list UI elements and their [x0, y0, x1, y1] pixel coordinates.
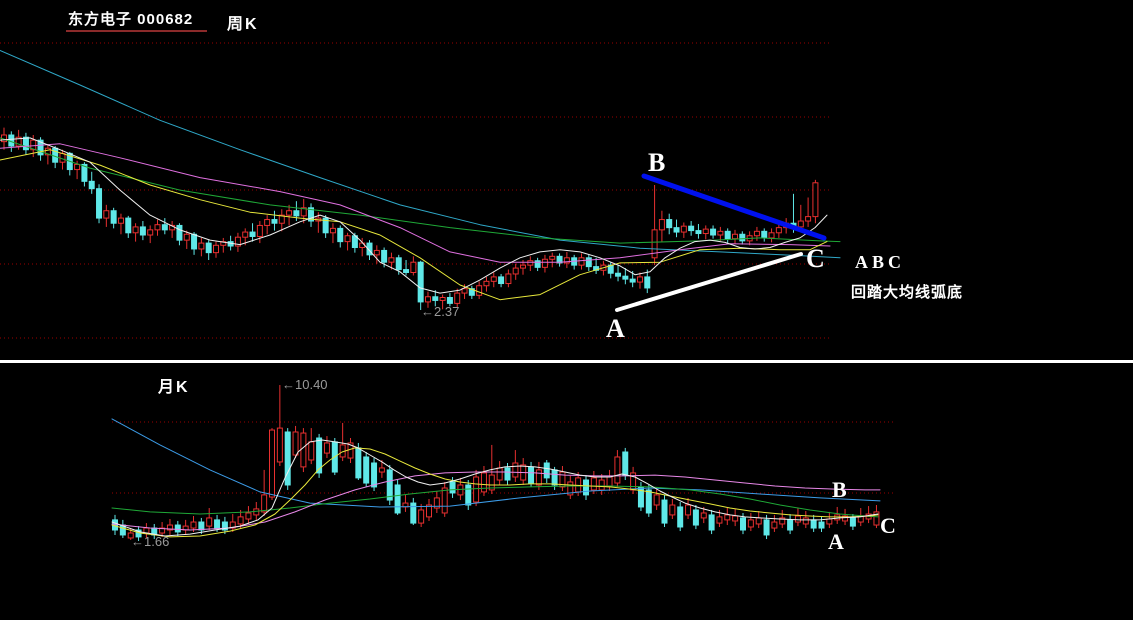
BC-resistance-line — [641, 173, 827, 241]
AC-support-line — [615, 252, 803, 312]
